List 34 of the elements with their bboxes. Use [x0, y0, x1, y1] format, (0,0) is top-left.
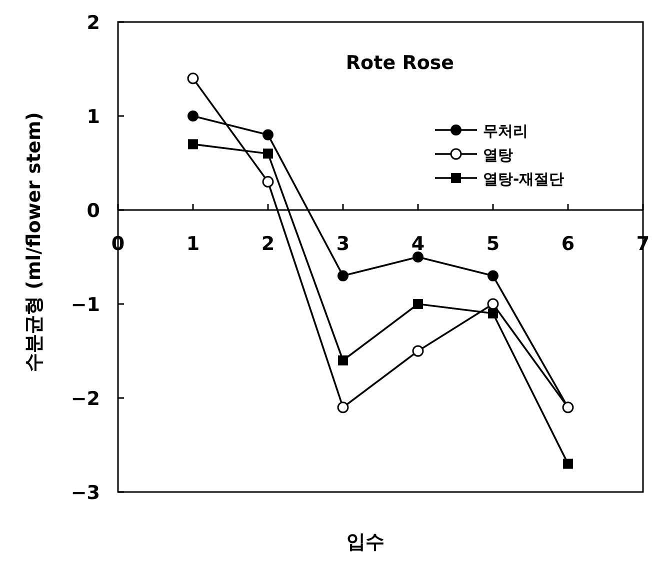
y-tick-label: 2 — [86, 12, 100, 34]
y-tick-label: −1 — [70, 294, 100, 316]
y-tick-label: 0 — [86, 200, 100, 222]
point — [413, 299, 423, 309]
point — [563, 458, 573, 469]
legend-label: 열탕 — [483, 146, 513, 164]
text: Rote Rose — [346, 52, 454, 74]
y-tick-label: 1 — [86, 106, 100, 128]
point — [338, 355, 348, 366]
x-tick-label: 1 — [186, 233, 200, 255]
x-tick-label: 6 — [561, 233, 575, 255]
x-tick-label: 2 — [261, 233, 275, 255]
x-tick-label: 5 — [486, 233, 500, 255]
point — [262, 129, 274, 140]
point — [187, 72, 199, 84]
y-tick-label: −2 — [70, 388, 100, 410]
x-tick-label: 3 — [336, 233, 350, 255]
point — [488, 270, 498, 282]
x-axis-title: 입수 — [346, 531, 384, 553]
point — [188, 139, 198, 150]
legend-label: 무처리 — [483, 122, 528, 140]
y-axis-title: 수분균형 (ml/flower stem) — [23, 112, 45, 372]
point — [263, 148, 273, 159]
x-tick-label: 4 — [411, 233, 425, 255]
point — [412, 252, 424, 262]
point — [337, 402, 349, 414]
point — [188, 110, 198, 122]
point — [262, 176, 274, 188]
legend-label: 열탕-재절단 — [483, 170, 564, 188]
point — [338, 270, 348, 282]
point — [488, 308, 498, 318]
point — [412, 345, 424, 357]
y-tick-label: −3 — [70, 482, 100, 504]
point — [487, 298, 499, 310]
